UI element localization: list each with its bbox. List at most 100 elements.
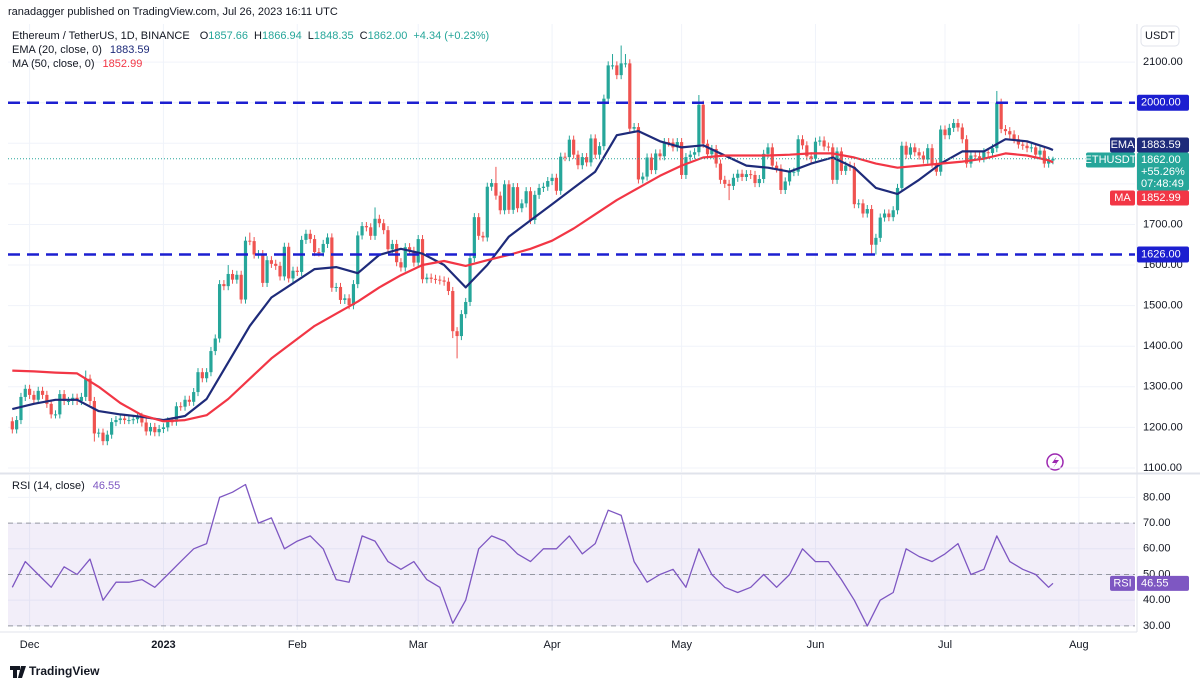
ohlc-value: 1857.66 bbox=[208, 30, 248, 42]
y-tick-label: 30.00 bbox=[1143, 620, 1171, 632]
candle-body bbox=[377, 218, 381, 224]
candle-body bbox=[304, 233, 308, 240]
candle-body bbox=[705, 143, 710, 155]
indicator-line bbox=[11, 483, 1054, 627]
tag-name: MA bbox=[1114, 192, 1131, 204]
candle-body bbox=[502, 184, 507, 211]
candle-body bbox=[921, 155, 926, 160]
candle-body bbox=[330, 237, 334, 288]
candle-body bbox=[317, 252, 321, 254]
ohlc-key: H bbox=[254, 30, 262, 42]
candle-body bbox=[688, 154, 692, 158]
candle-body bbox=[749, 174, 753, 176]
candle-body bbox=[878, 217, 882, 238]
candle-body bbox=[537, 187, 541, 195]
indicator-line bbox=[12, 152, 1054, 423]
candle-body bbox=[641, 176, 645, 180]
candle-body bbox=[602, 98, 606, 147]
candle-body bbox=[960, 127, 964, 140]
candle-body bbox=[140, 416, 144, 423]
candle-body bbox=[1034, 147, 1038, 155]
candle-body bbox=[217, 284, 222, 339]
candle-body bbox=[908, 147, 913, 155]
candle-body bbox=[736, 173, 740, 178]
y-tick-label: 1200.00 bbox=[1143, 421, 1183, 433]
candle-body bbox=[904, 145, 908, 155]
candle-body bbox=[619, 63, 623, 76]
candle-body bbox=[360, 226, 364, 236]
candle-body bbox=[658, 153, 662, 157]
candle-body bbox=[1012, 134, 1016, 140]
candle-body bbox=[468, 258, 472, 302]
candle-body bbox=[122, 418, 127, 421]
candle-body bbox=[680, 142, 684, 175]
indicator-value: 1883.59 bbox=[110, 44, 150, 56]
candle-body bbox=[511, 187, 515, 210]
candle-body bbox=[196, 372, 200, 393]
y-tick-label: 1700.00 bbox=[1143, 218, 1183, 230]
candle-body bbox=[973, 155, 977, 157]
candle-body bbox=[347, 298, 351, 306]
candle-body bbox=[913, 147, 917, 153]
candle-body bbox=[118, 418, 122, 421]
bar-countdown: 07:48:49 bbox=[1141, 178, 1184, 190]
level-tag bbox=[1137, 94, 1189, 111]
candle-body bbox=[15, 420, 19, 430]
candle-body bbox=[226, 273, 230, 287]
candle-body bbox=[183, 399, 187, 407]
candle-body bbox=[399, 262, 403, 268]
currency-button[interactable] bbox=[1140, 25, 1180, 47]
candle-body bbox=[662, 142, 666, 157]
candle-body bbox=[282, 246, 286, 277]
candle-body bbox=[826, 146, 831, 148]
last-price-box bbox=[1137, 152, 1189, 191]
candle-body bbox=[84, 378, 88, 397]
candle-body bbox=[796, 139, 800, 172]
candle-body bbox=[274, 263, 278, 266]
candle-body bbox=[1042, 150, 1046, 164]
ohlc-legend: Ethereum / TetherUS, 1D, BINANCE O1857.66… bbox=[12, 30, 489, 42]
candle-body bbox=[697, 104, 701, 153]
candle-body bbox=[433, 278, 438, 280]
candle-body bbox=[870, 209, 874, 245]
published-note: ranadagger published on TradingView.com,… bbox=[8, 6, 338, 18]
symbol-box bbox=[1086, 152, 1135, 168]
candle-body bbox=[567, 139, 571, 158]
events-icon[interactable] bbox=[1046, 453, 1064, 471]
candle-body bbox=[852, 166, 856, 205]
currency-label[interactable]: USDT bbox=[1145, 30, 1175, 42]
plot-layer: Dec 2023 Feb Mar Apr May Jun Jul Aug 1100.00 1200.… bbox=[8, 24, 1189, 651]
candle-body bbox=[321, 243, 325, 253]
candle-body bbox=[895, 187, 900, 211]
tag-value: 1883.59 bbox=[1141, 139, 1181, 151]
candle-body bbox=[982, 152, 986, 159]
candle-body bbox=[209, 351, 213, 373]
candle-body bbox=[917, 152, 921, 156]
candle-body bbox=[114, 420, 118, 423]
candle-body bbox=[572, 139, 576, 155]
candle-body bbox=[205, 372, 209, 379]
candle-body bbox=[425, 277, 429, 280]
candle-body bbox=[533, 194, 537, 220]
candle-body bbox=[740, 173, 744, 177]
candle-body bbox=[787, 172, 792, 182]
candle-body bbox=[131, 419, 135, 421]
x-tick-label: Dec bbox=[20, 639, 40, 651]
candle-body bbox=[654, 153, 658, 171]
tag-value-box bbox=[1137, 137, 1189, 153]
candle-body bbox=[481, 235, 485, 238]
candle-body bbox=[554, 177, 558, 191]
ohlc-key: O bbox=[200, 30, 209, 42]
candle-body bbox=[835, 151, 839, 180]
candle-body bbox=[718, 163, 723, 180]
candle-body bbox=[438, 279, 442, 281]
candle-body bbox=[926, 148, 930, 160]
candle-body bbox=[597, 146, 602, 155]
candle-body bbox=[192, 392, 196, 402]
y-tick-label: 1300.00 bbox=[1143, 381, 1183, 393]
candle-body bbox=[252, 241, 256, 255]
candle-body bbox=[334, 286, 338, 288]
candle-body bbox=[213, 338, 217, 352]
tag-value: 46.55 bbox=[1141, 577, 1169, 589]
ohlc-value: 1866.94 bbox=[262, 30, 302, 42]
